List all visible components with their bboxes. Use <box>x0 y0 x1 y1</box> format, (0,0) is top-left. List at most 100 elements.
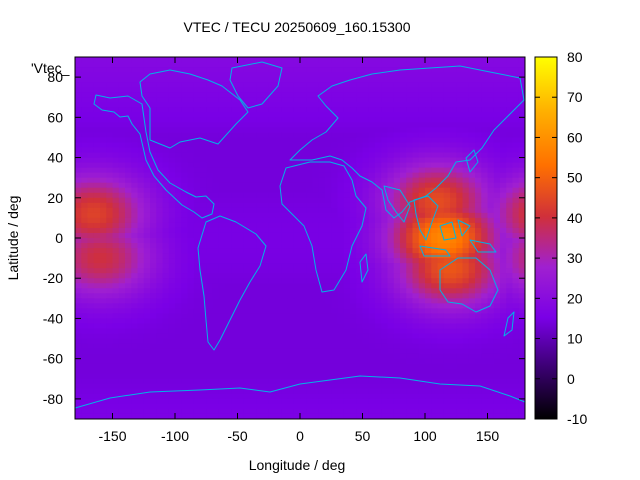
heatmap-cell <box>281 117 289 123</box>
heatmap-cell <box>225 57 232 63</box>
heatmap-cell <box>268 278 276 284</box>
heatmap-cell <box>93 268 101 274</box>
heatmap-cell <box>131 283 139 289</box>
heatmap-cell <box>150 368 157 375</box>
heatmap-cell <box>93 112 101 118</box>
heatmap-cell <box>425 348 432 355</box>
heatmap-cell <box>512 313 520 320</box>
heatmap-cell <box>393 288 401 294</box>
heatmap-cell <box>193 358 201 365</box>
heatmap-cell <box>325 353 332 360</box>
heatmap-cell <box>175 232 182 239</box>
heatmap-cell <box>450 157 457 164</box>
heatmap-cell <box>443 102 451 108</box>
heatmap-cell <box>362 137 370 144</box>
heatmap-cell <box>156 207 164 214</box>
heatmap-cell <box>156 172 164 179</box>
heatmap-cell <box>387 343 395 350</box>
heatmap-cell <box>518 177 525 184</box>
heatmap-cell <box>125 142 132 149</box>
heatmap-cell <box>512 112 520 118</box>
heatmap-cell <box>325 112 332 118</box>
heatmap-cell <box>475 293 482 299</box>
heatmap-cell <box>143 363 151 370</box>
heatmap-cell <box>156 132 164 139</box>
heatmap-cell <box>300 182 307 189</box>
heatmap-cell <box>343 77 351 83</box>
heatmap-cell <box>512 273 520 279</box>
heatmap-cell <box>250 197 257 204</box>
heatmap-cell <box>243 273 251 279</box>
heatmap-cell <box>506 82 514 88</box>
heatmap-cell <box>368 117 376 123</box>
heatmap-cell <box>287 117 295 123</box>
heatmap-cell <box>500 107 507 113</box>
heatmap-cell <box>318 122 326 128</box>
heatmap-cell <box>312 167 320 174</box>
heatmap-cell <box>406 207 414 214</box>
heatmap-cell <box>187 87 195 93</box>
heatmap-cell <box>425 182 432 189</box>
heatmap-cell <box>250 293 257 299</box>
heatmap-cell <box>487 122 495 128</box>
heatmap-cell <box>450 373 457 380</box>
heatmap-cell <box>312 348 320 355</box>
heatmap-cell <box>287 238 295 244</box>
heatmap-cell <box>156 72 164 78</box>
heatmap-cell <box>118 197 126 204</box>
heatmap-cell <box>406 383 414 390</box>
heatmap-cell <box>150 187 157 194</box>
heatmap-cell <box>412 127 420 134</box>
heatmap-cell <box>518 268 525 274</box>
heatmap-cell <box>275 388 282 395</box>
heatmap-cell <box>431 268 439 274</box>
heatmap-cell <box>250 172 257 179</box>
heatmap-cell <box>481 92 489 98</box>
heatmap-cell <box>406 343 414 350</box>
heatmap-cell <box>218 57 226 63</box>
heatmap-cell <box>162 363 170 370</box>
heatmap-cell <box>300 147 307 154</box>
heatmap-cell <box>250 117 257 123</box>
heatmap-cell <box>150 92 157 98</box>
heatmap-cell <box>218 117 226 123</box>
heatmap-cell <box>418 192 426 199</box>
heatmap-cell <box>493 172 501 179</box>
heatmap-cell <box>343 182 351 189</box>
heatmap-cell <box>118 273 126 279</box>
heatmap-cell <box>118 202 126 209</box>
heatmap-cell <box>125 288 132 294</box>
heatmap-cell <box>231 358 239 365</box>
heatmap-cell <box>200 122 207 128</box>
heatmap-cell <box>362 288 370 294</box>
heatmap-cell <box>187 92 195 98</box>
heatmap-cell <box>300 207 307 214</box>
heatmap-cell <box>400 343 407 350</box>
heatmap-cell <box>287 177 295 184</box>
heatmap-cell <box>250 157 257 164</box>
heatmap-cell <box>193 323 201 330</box>
heatmap-cell <box>281 182 289 189</box>
heatmap-cell <box>450 97 457 103</box>
heatmap-cell <box>293 243 301 249</box>
heatmap-cell <box>293 273 301 279</box>
heatmap-cell <box>75 363 82 370</box>
heatmap-cell <box>431 368 439 375</box>
heatmap-cell <box>131 308 139 315</box>
heatmap-cell <box>400 313 407 320</box>
heatmap-cell <box>300 303 307 309</box>
heatmap-cell <box>175 127 182 134</box>
heatmap-cell <box>150 283 157 289</box>
heatmap-cell <box>375 383 382 390</box>
heatmap-cell <box>368 192 376 199</box>
heatmap-cell <box>187 62 195 68</box>
heatmap-cell <box>250 107 257 113</box>
heatmap-cell <box>168 353 176 360</box>
heatmap-cell <box>456 57 464 63</box>
heatmap-cell <box>150 127 157 134</box>
heatmap-cell <box>500 57 507 63</box>
heatmap-cell <box>412 238 420 244</box>
heatmap-cell <box>450 67 457 73</box>
heatmap-cell <box>200 383 207 390</box>
heatmap-cell <box>206 227 214 234</box>
